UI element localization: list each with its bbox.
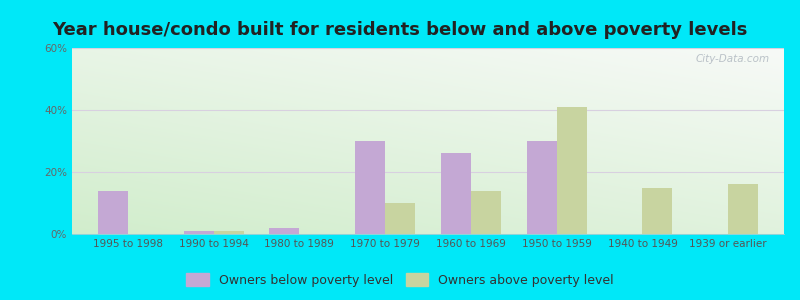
Bar <box>642 188 673 234</box>
Bar <box>214 231 243 234</box>
Bar <box>355 141 385 234</box>
Bar <box>385 203 415 234</box>
Bar <box>270 228 299 234</box>
Bar <box>471 190 501 234</box>
Bar <box>728 184 758 234</box>
Text: City-Data.com: City-Data.com <box>696 54 770 64</box>
Bar <box>441 153 471 234</box>
Legend: Owners below poverty level, Owners above poverty level: Owners below poverty level, Owners above… <box>182 270 618 291</box>
Bar <box>98 190 128 234</box>
Bar <box>183 231 214 234</box>
Bar <box>557 107 586 234</box>
Text: Year house/condo built for residents below and above poverty levels: Year house/condo built for residents bel… <box>52 21 748 39</box>
Bar <box>526 141 557 234</box>
